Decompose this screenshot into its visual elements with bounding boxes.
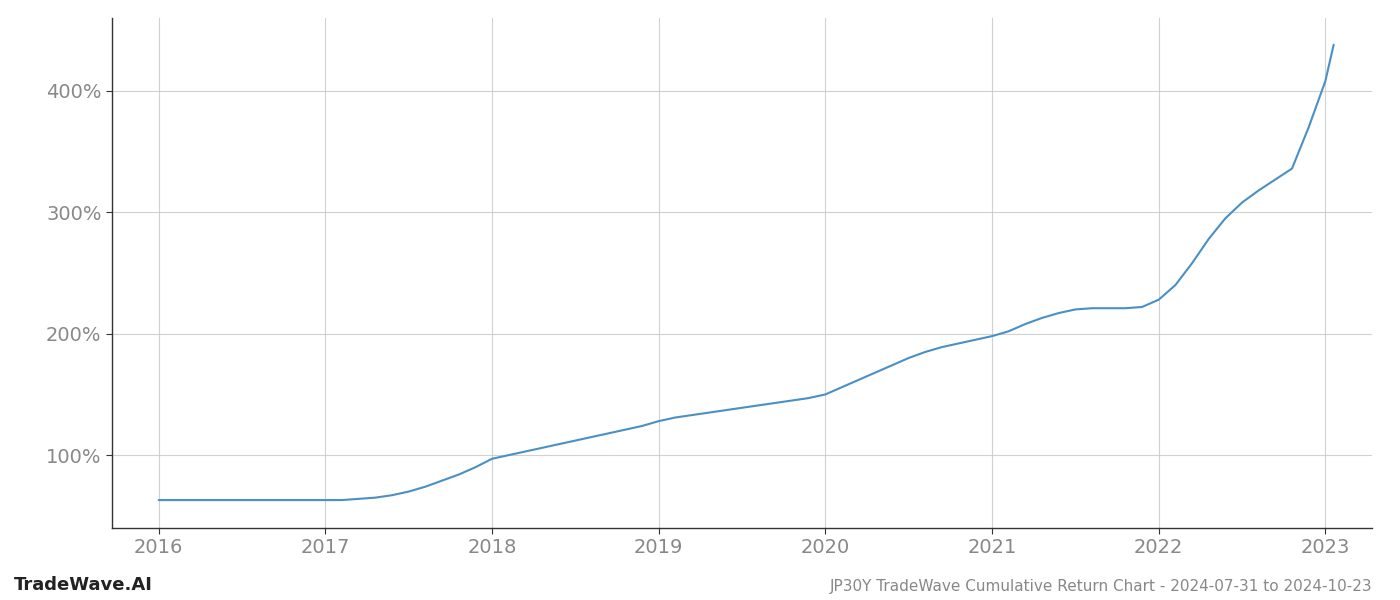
Text: JP30Y TradeWave Cumulative Return Chart - 2024-07-31 to 2024-10-23: JP30Y TradeWave Cumulative Return Chart … <box>829 579 1372 594</box>
Text: TradeWave.AI: TradeWave.AI <box>14 576 153 594</box>
